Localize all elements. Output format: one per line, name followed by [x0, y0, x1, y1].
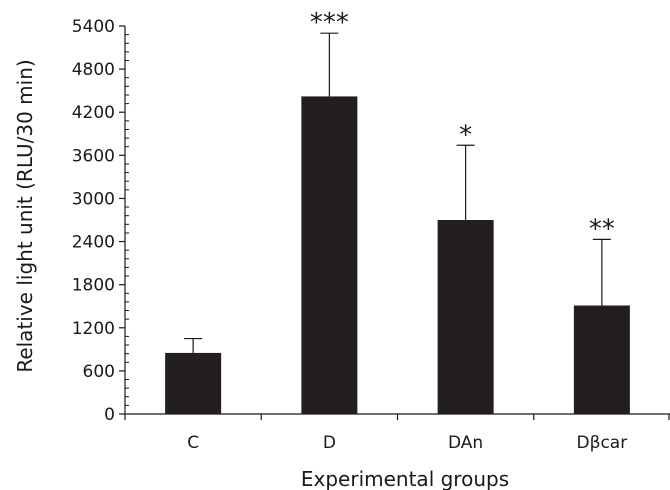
- y-tick-label: 5400: [72, 17, 115, 37]
- y-axis: 0 600 1200 1800 2400 3000 3600 4200 4800 5400: [72, 17, 129, 425]
- y-tick-label: 3000: [72, 189, 115, 209]
- bars: ******: [165, 8, 630, 414]
- bar: [301, 96, 358, 414]
- x-tick-label: C: [187, 433, 199, 453]
- x-axis: C D DAn Dβcar: [124, 413, 670, 453]
- y-tick-label: 3600: [72, 146, 115, 166]
- y-tick-label: 1200: [72, 319, 115, 339]
- x-tick-label: DAn: [448, 433, 483, 453]
- y-tick-label: 1800: [72, 276, 115, 296]
- x-tick-label: Dβcar: [577, 433, 628, 453]
- x-axis-title: Experimental groups: [301, 467, 509, 490]
- y-axis-title: Relative light unit (RLU/30 min): [13, 59, 37, 372]
- bar: [437, 220, 494, 414]
- bar: [573, 305, 630, 414]
- y-tick-label: 2400: [72, 233, 115, 253]
- x-tick-label: D: [323, 433, 336, 453]
- bar: [165, 352, 222, 414]
- significance-label: **: [589, 214, 615, 244]
- y-tick-label: 4800: [72, 60, 115, 80]
- y-tick-label: 4200: [72, 103, 115, 123]
- significance-label: ***: [310, 8, 349, 38]
- y-tick-label: 0: [104, 405, 115, 425]
- y-tick-label: 600: [83, 362, 115, 382]
- significance-label: *: [459, 120, 472, 150]
